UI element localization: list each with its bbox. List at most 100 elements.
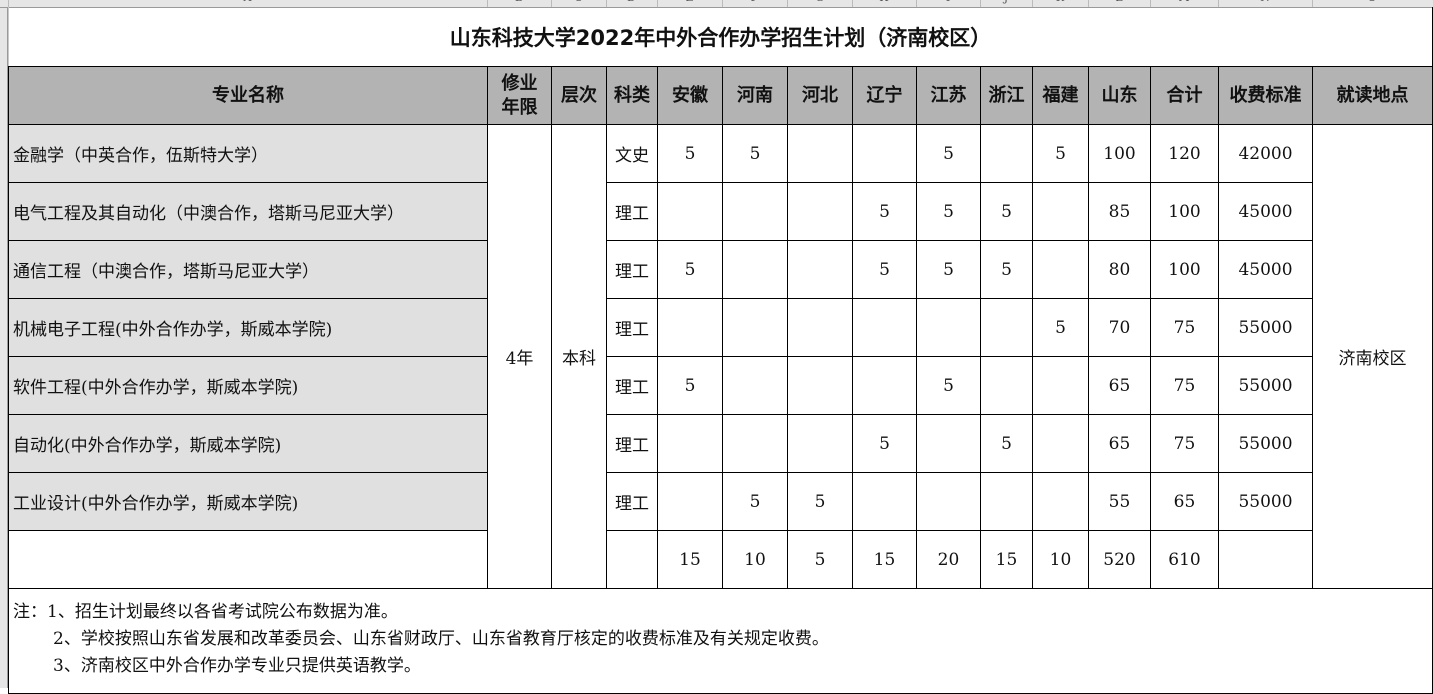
count-cell[interactable]: 65 [1088,414,1151,473]
major-name-cell[interactable]: 金融学（中英合作，伍斯特大学） [8,124,488,183]
count-cell[interactable]: 5 [980,182,1033,241]
count-cell[interactable]: 5 [1032,124,1089,183]
total-cell[interactable]: 100 [1150,182,1219,241]
count-cell[interactable]: 5 [980,240,1033,299]
count-cell[interactable] [980,124,1033,183]
total-count-cell[interactable]: 15 [980,530,1033,589]
major-name-cell[interactable]: 电气工程及其自动化（中澳合作，塔斯马尼亚大学） [8,182,488,241]
totals-label-cell[interactable] [8,530,488,589]
column-header[interactable]: 专业名称 [8,66,488,125]
major-name-cell[interactable]: 通信工程（中澳合作，塔斯马尼亚大学） [8,240,488,299]
count-cell[interactable] [657,182,723,241]
notes-cell[interactable]: 注：1、招生计划最终以各省考试院公布数据为准。 2、学校按照山东省发展和改革委员会… [8,588,1433,694]
fee-cell[interactable]: 55000 [1218,472,1313,531]
count-cell[interactable]: 5 [852,414,917,473]
total-count-cell[interactable]: 15 [852,530,917,589]
category-cell[interactable]: 理工 [606,472,658,531]
count-cell[interactable] [1032,472,1089,531]
count-cell[interactable] [787,124,853,183]
column-letter[interactable]: J [980,0,1032,4]
total-count-cell[interactable]: 15 [657,530,723,589]
count-cell[interactable]: 100 [1088,124,1151,183]
column-header[interactable]: 层次 [551,66,607,125]
location-cell[interactable]: 济南校区 [1312,124,1433,589]
count-cell[interactable] [980,472,1033,531]
total-cell[interactable]: 65 [1150,472,1219,531]
fee-cell[interactable]: 45000 [1218,182,1313,241]
column-letter[interactable]: G [787,0,852,4]
column-letter[interactable]: M [1150,0,1218,4]
count-cell[interactable]: 5 [722,124,788,183]
count-cell[interactable] [722,240,788,299]
column-letter[interactable]: F [722,0,787,4]
count-cell[interactable] [722,414,788,473]
count-cell[interactable] [1032,182,1089,241]
count-cell[interactable]: 85 [1088,182,1151,241]
count-cell[interactable] [852,298,917,357]
column-letter[interactable]: K [1032,0,1088,4]
count-cell[interactable] [787,182,853,241]
fee-cell[interactable]: 55000 [1218,356,1313,415]
major-name-cell[interactable]: 自动化(中外合作办学，斯威本学院) [8,414,488,473]
total-count-cell[interactable]: 10 [722,530,788,589]
totals-category-cell[interactable] [606,530,658,589]
column-letter[interactable]: D [606,0,657,4]
count-cell[interactable]: 65 [1088,356,1151,415]
column-letter[interactable]: I [916,0,980,4]
count-cell[interactable] [852,356,917,415]
category-cell[interactable]: 理工 [606,414,658,473]
count-cell[interactable]: 5 [657,124,723,183]
fee-cell[interactable]: 45000 [1218,240,1313,299]
count-cell[interactable] [1032,414,1089,473]
count-cell[interactable] [916,298,981,357]
count-cell[interactable]: 5 [787,472,853,531]
column-header[interactable]: 河北 [787,66,853,125]
column-letter[interactable]: E [657,0,722,4]
column-letter[interactable]: B [487,0,551,4]
count-cell[interactable] [1032,356,1089,415]
total-cell[interactable]: 75 [1150,298,1219,357]
column-header[interactable]: 江苏 [916,66,981,125]
fee-cell[interactable]: 55000 [1218,298,1313,357]
count-cell[interactable]: 5 [916,182,981,241]
count-cell[interactable]: 70 [1088,298,1151,357]
category-cell[interactable]: 理工 [606,298,658,357]
category-cell[interactable]: 理工 [606,356,658,415]
count-cell[interactable] [787,414,853,473]
count-cell[interactable]: 5 [852,182,917,241]
column-letter[interactable]: C [551,0,606,4]
category-cell[interactable]: 理工 [606,240,658,299]
column-header[interactable]: 安徽 [657,66,723,125]
count-cell[interactable] [852,124,917,183]
count-cell[interactable] [722,182,788,241]
column-header[interactable]: 修业年限 [487,66,552,125]
sheet-title[interactable]: 山东科技大学2022年中外合作办学招生计划（济南校区） [8,7,1433,67]
column-header[interactable]: 科类 [606,66,658,125]
column-header[interactable]: 河南 [722,66,788,125]
count-cell[interactable]: 5 [852,240,917,299]
count-cell[interactable] [787,240,853,299]
total-count-cell[interactable]: 10 [1032,530,1089,589]
count-cell[interactable]: 5 [722,472,788,531]
count-cell[interactable]: 5 [916,124,981,183]
count-cell[interactable]: 5 [1032,298,1089,357]
category-cell[interactable]: 文史 [606,124,658,183]
count-cell[interactable] [657,298,723,357]
grand-total-cell[interactable]: 610 [1150,530,1219,589]
column-header[interactable]: 就读地点 [1312,66,1433,125]
column-header[interactable]: 辽宁 [852,66,917,125]
total-cell[interactable]: 75 [1150,356,1219,415]
count-cell[interactable] [980,298,1033,357]
column-letter[interactable]: O [1312,0,1432,4]
count-cell[interactable] [980,356,1033,415]
count-cell[interactable]: 5 [657,240,723,299]
total-cell[interactable]: 75 [1150,414,1219,473]
count-cell[interactable] [1032,240,1089,299]
count-cell[interactable] [916,414,981,473]
count-cell[interactable] [722,298,788,357]
count-cell[interactable]: 5 [916,240,981,299]
count-cell[interactable]: 80 [1088,240,1151,299]
count-cell[interactable] [787,356,853,415]
total-count-cell[interactable]: 520 [1088,530,1151,589]
column-header[interactable]: 浙江 [980,66,1033,125]
